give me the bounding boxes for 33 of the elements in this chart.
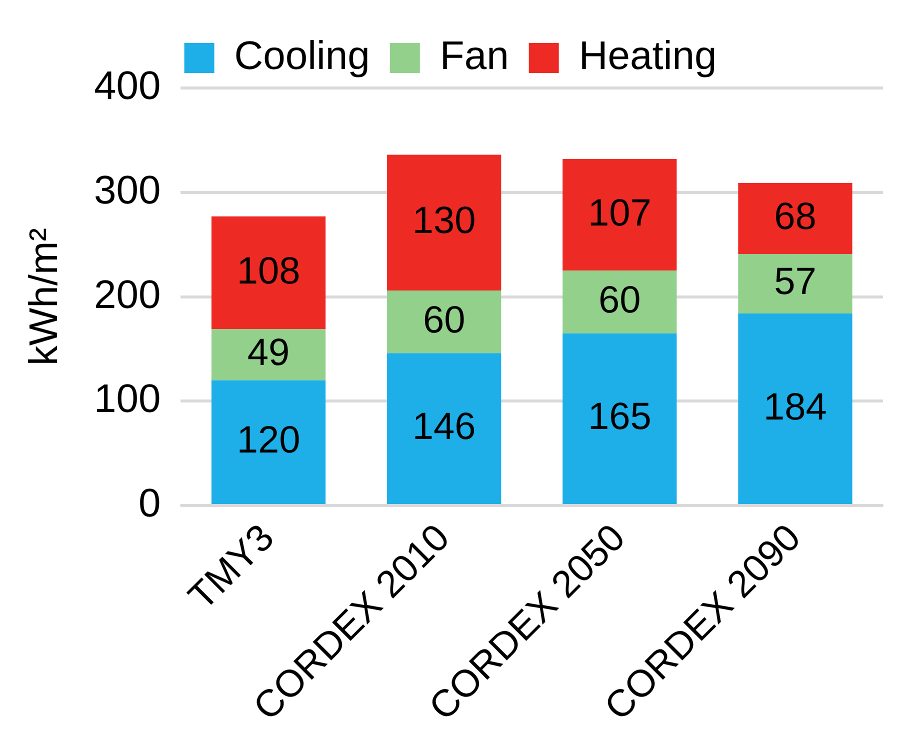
y-axis-title: kWh/m² (22, 228, 66, 366)
data-label: 184 (764, 386, 827, 428)
bar (562, 158, 677, 271)
data-label: 68 (774, 196, 816, 238)
bar (211, 216, 326, 330)
y-tick-label: 300 (94, 168, 161, 212)
bar (738, 254, 852, 314)
data-label: 57 (774, 261, 816, 304)
bar (211, 380, 326, 504)
bar (562, 270, 677, 334)
bar (387, 290, 502, 354)
legend-label: Cooling (234, 34, 370, 78)
bar (387, 353, 502, 504)
bar (738, 313, 852, 504)
data-label: 108 (236, 250, 300, 292)
data-label: 49 (247, 332, 290, 374)
bar (738, 182, 852, 254)
bar (211, 329, 326, 380)
legend-label: Heating (578, 34, 717, 78)
y-tick-label: 0 (138, 482, 161, 526)
legend-label: Fan (440, 34, 509, 78)
data-label: 146 (412, 406, 476, 448)
data-label: 60 (598, 279, 641, 322)
y-tick-label: 200 (94, 272, 161, 317)
data-label: 60 (422, 299, 466, 342)
bar (562, 333, 677, 504)
data-label: 165 (588, 396, 652, 438)
bar (387, 154, 502, 291)
y-tick-label: 100 (94, 377, 161, 422)
data-label: 120 (236, 420, 300, 462)
data-label: 107 (588, 192, 652, 234)
y-tick-label: 400 (94, 64, 161, 108)
data-label: 130 (412, 200, 476, 242)
